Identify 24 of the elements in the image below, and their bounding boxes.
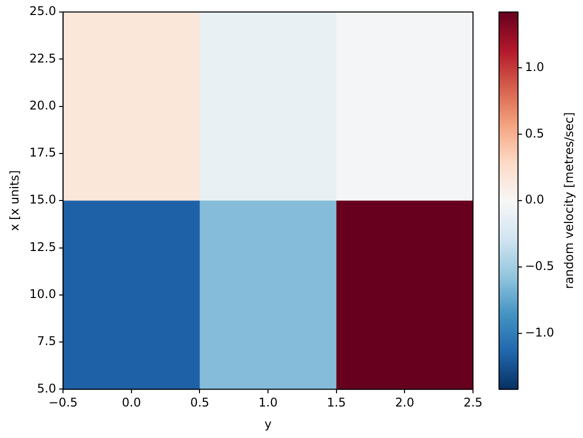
- y-tick-label: 20.0: [29, 98, 56, 112]
- x-tick-label: 0.0: [122, 396, 141, 410]
- y-tick-label: 12.5: [29, 240, 56, 254]
- color-bar-label: −0.5: [525, 259, 554, 274]
- x-tick-label: 1.5: [326, 396, 346, 410]
- color-bar-label: 0.5: [525, 126, 544, 140]
- x-tick-label: 2.0: [395, 396, 414, 410]
- x-tick-label: 2.5: [463, 396, 483, 410]
- x-tick-label: 1.0: [258, 396, 278, 410]
- y-tick-label: 25.0: [29, 4, 56, 18]
- x-tick-label: 0.5: [190, 396, 210, 410]
- color-bar-title: random velocity [metres/sec]: [562, 112, 576, 289]
- y-tick-label: 5.0: [37, 381, 56, 396]
- x-axis-title: y: [264, 416, 272, 431]
- color-bar-label: 0.0: [525, 192, 544, 207]
- y-tick-label: 15.0: [29, 192, 56, 207]
- y-tick-label: 17.5: [29, 146, 56, 160]
- y-tick-label: 10.0: [29, 287, 56, 302]
- x-tick-label: −0.5: [48, 396, 78, 410]
- y-tick-label: 7.5: [37, 334, 56, 348]
- color-bar-label: −1.0: [525, 326, 554, 340]
- y-tick-label: 22.5: [29, 51, 56, 66]
- color-bar-label: 1.0: [525, 60, 544, 74]
- y-axis-title: x [x units]: [7, 170, 22, 231]
